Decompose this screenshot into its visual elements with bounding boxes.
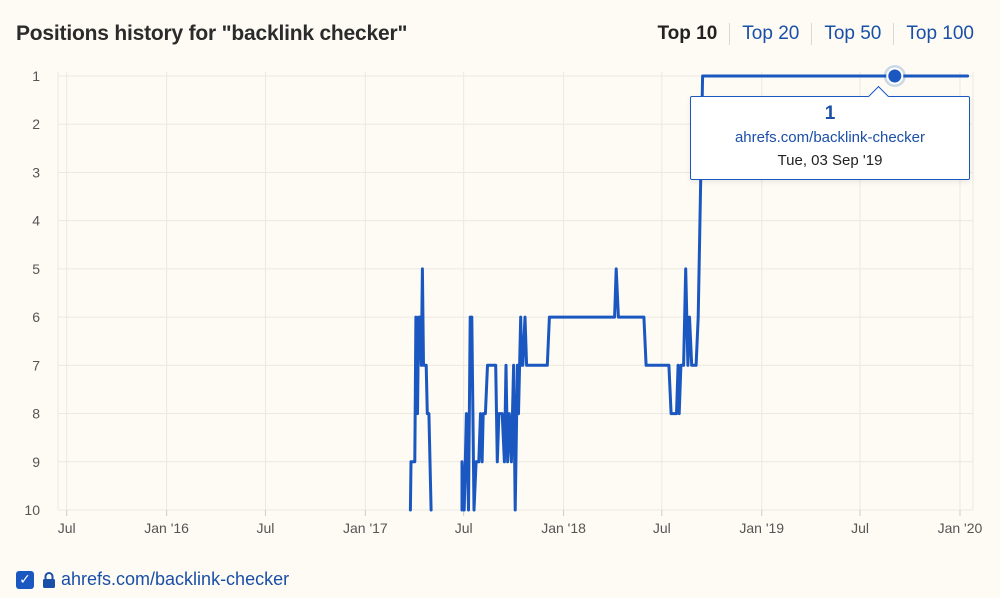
highlight-marker (883, 65, 906, 87)
tab-top-10[interactable]: Top 10 (657, 23, 718, 44)
y-tick-label: 5 (32, 261, 40, 277)
series-line (408, 267, 433, 512)
x-tick-label: Jul (851, 520, 869, 536)
series-lines (408, 74, 970, 512)
x-tick-label: Jul (58, 520, 76, 536)
chart-tooltip: 1 ahrefs.com/backlink-checker Tue, 03 Se… (690, 85, 970, 180)
y-tick-label: 4 (32, 213, 40, 229)
x-tick-label: Jan '20 (938, 520, 983, 536)
y-tick-label: 8 (32, 406, 40, 422)
y-axis: 1 2 3 4 5 6 7 8 9 10 (24, 68, 40, 518)
legend-checkbox[interactable]: ✓ (16, 570, 34, 589)
y-tick-label: 3 (32, 164, 40, 180)
x-axis: Jul Jan '16 Jul Jan '17 Jul Jan '18 Jul Jan '19… (58, 510, 983, 536)
x-tick-label: Jul (455, 520, 473, 536)
y-tick-label: 7 (32, 357, 40, 373)
legend: ✓ ahrefs.com/backlink-checker (16, 569, 289, 590)
x-tick-label: Jul (653, 520, 671, 536)
tab-top-100[interactable]: Top 100 (893, 23, 974, 45)
highlight-point (886, 67, 904, 85)
lock-icon (43, 571, 55, 588)
position-chart[interactable]: 1 2 3 4 5 6 7 8 9 10 Jul Jan '16 Jul Jan '17 Jul Jan '… (0, 0, 1000, 560)
x-tick-label: Jan '17 (343, 520, 388, 536)
y-tick-label: 6 (32, 309, 40, 325)
tooltip-url: ahrefs.com/backlink-checker (734, 129, 926, 146)
tooltip-date: Tue, 03 Sep '19 (777, 152, 883, 169)
x-tick-label: Jan '19 (739, 520, 784, 536)
y-tick-label: 2 (32, 116, 40, 132)
tooltip-position: 1 (824, 103, 836, 124)
x-tick-label: Jan '16 (144, 520, 189, 536)
y-tick-label: 10 (24, 502, 40, 518)
range-tabs: Top 10 Top 20 Top 50 Top 100 (645, 23, 974, 45)
chart-title: Positions history for "backlink checker" (16, 22, 408, 45)
legend-label[interactable]: ahrefs.com/backlink-checker (61, 569, 290, 589)
series-line (460, 74, 970, 512)
y-tick-label: 1 (32, 68, 40, 84)
y-tick-label: 9 (32, 454, 40, 470)
x-tick-label: Jan '18 (541, 520, 586, 536)
tab-top-50[interactable]: Top 50 (811, 23, 893, 45)
tab-top-20[interactable]: Top 20 (729, 23, 811, 45)
x-tick-label: Jul (256, 520, 274, 536)
